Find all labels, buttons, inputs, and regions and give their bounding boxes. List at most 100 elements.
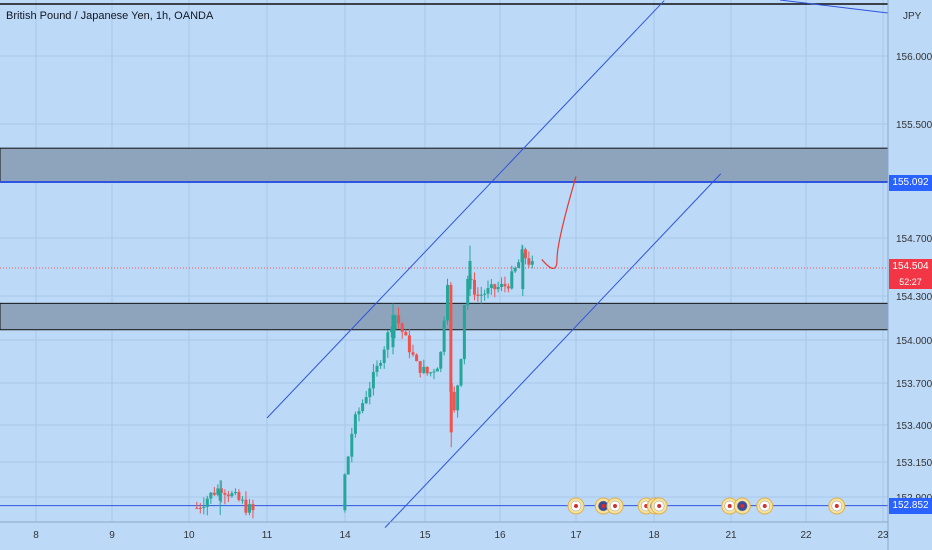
price-tick-label: 153.700: [896, 379, 932, 390]
candle-body: [209, 492, 213, 499]
candle-body: [483, 293, 487, 295]
candle-body: [476, 294, 480, 296]
candle-body: [247, 504, 251, 513]
channel-lower-line: [384, 173, 722, 528]
event-dot: [834, 504, 839, 508]
candle-body: [343, 474, 347, 511]
trendline-drawings: [266, 0, 889, 528]
time-tick-label: 22: [800, 530, 812, 541]
candle-body: [446, 284, 449, 321]
candle-body: [459, 359, 463, 386]
candle-body: [240, 499, 244, 501]
time-tick-label: 9: [109, 530, 115, 541]
price-tick-label: 155.500: [896, 120, 932, 131]
time-tick-label: 16: [494, 530, 506, 541]
candle-body: [513, 267, 517, 272]
time-tick-label: 14: [339, 530, 351, 541]
candle-body: [202, 506, 206, 508]
candle-body: [493, 284, 497, 290]
candle-body: [466, 278, 470, 306]
time-tick-label: 11: [262, 530, 273, 541]
candle-body: [432, 371, 436, 373]
symbol-title: British Pound / Japanese Yen, 1h, OANDA: [6, 10, 214, 22]
candle-body: [449, 383, 453, 433]
candle-body: [411, 352, 415, 355]
candle-body: [233, 491, 237, 494]
last-price-badge: 154.504: [889, 259, 932, 275]
resistance-zone: [0, 147, 889, 183]
candle-body: [435, 368, 439, 372]
candle-body: [375, 365, 379, 372]
event-dot: [727, 504, 732, 508]
candle-body: [237, 491, 241, 500]
candle-body: [489, 284, 493, 289]
candle-body: [357, 411, 361, 415]
currency-label: JPY: [903, 11, 922, 22]
event-dot: [762, 504, 767, 508]
time-tick-label: 18: [648, 530, 660, 541]
candle-body: [517, 262, 521, 268]
candle-body: [425, 366, 429, 374]
candle-body: [371, 371, 375, 389]
resistance-price-badge: 155.092: [889, 175, 932, 191]
candle-body: [456, 385, 460, 411]
candle-body: [386, 332, 390, 350]
candle-body: [506, 286, 510, 289]
event-dot: [613, 504, 617, 508]
candle-body: [439, 351, 443, 369]
time-tick-label: 15: [419, 530, 431, 541]
price-tick-label: 153.400: [896, 421, 932, 432]
event-dot: [740, 504, 745, 508]
candle-body: [407, 335, 411, 353]
time-tick-label: 23: [877, 530, 889, 541]
candle-body: [226, 494, 230, 497]
candle-body: [415, 354, 419, 362]
candle-body: [346, 456, 350, 475]
candle-body: [382, 349, 386, 363]
time-tick-label: 8: [33, 530, 39, 541]
candle-body: [195, 507, 199, 509]
projection-curve: [541, 176, 577, 270]
top-right-trendline: [779, 0, 889, 14]
candle-body: [389, 329, 393, 333]
economic-event-markers: [567, 497, 846, 515]
chart-grid: [0, 0, 888, 522]
candle-body: [364, 397, 368, 404]
price-tick-label: 153.150: [896, 458, 932, 469]
event-dot: [574, 504, 578, 508]
candle-body: [462, 305, 466, 360]
candle-body: [500, 283, 504, 287]
candle-body: [391, 315, 395, 348]
candle-body: [452, 391, 456, 411]
candle-body: [251, 504, 255, 511]
candle-body: [479, 294, 483, 296]
candlestick-series: [195, 244, 534, 519]
candle-body: [350, 433, 354, 457]
candle-body: [473, 279, 476, 295]
candle-body: [523, 249, 527, 259]
time-tick-label: 17: [570, 530, 582, 541]
candle-body: [198, 507, 202, 509]
candle-body: [530, 261, 534, 265]
candle-body: [486, 288, 490, 294]
candle-body: [468, 260, 472, 290]
candle-body: [418, 361, 422, 373]
candle-body: [244, 499, 248, 513]
time-tick-label: 21: [725, 530, 737, 541]
candle-body: [510, 271, 514, 289]
candle-body: [397, 315, 401, 324]
candle-body: [449, 284, 453, 392]
candle-body: [422, 366, 426, 373]
candle-body: [361, 403, 365, 412]
candle-body: [368, 388, 372, 398]
candle-body: [379, 362, 383, 366]
candle-body: [527, 258, 531, 265]
price-tick-label: 154.700: [896, 234, 932, 245]
candle-body: [442, 320, 446, 352]
candle-body: [521, 253, 525, 290]
bar-countdown-badge: 52:27: [889, 275, 932, 289]
time-tick-label: 10: [183, 530, 195, 541]
event-dot: [657, 504, 662, 508]
